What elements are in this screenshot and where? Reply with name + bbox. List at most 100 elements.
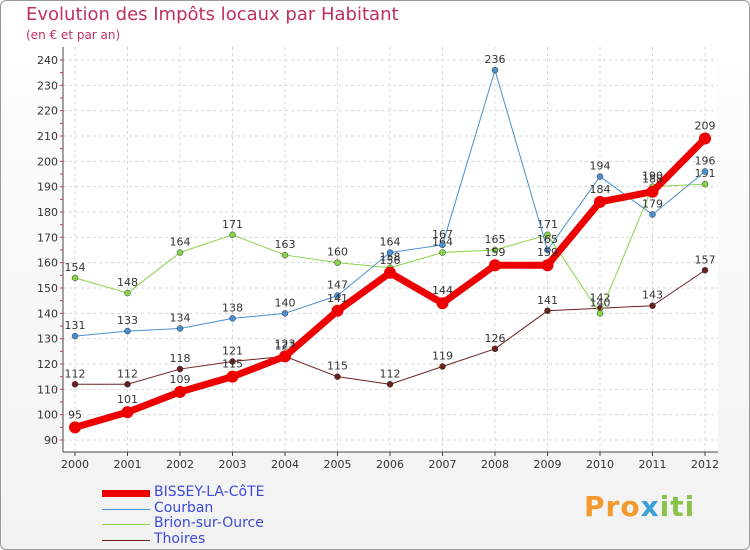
x-tick-label: 2008 <box>481 458 509 471</box>
data-label: 188 <box>642 173 663 186</box>
legend-label: Brion-sur-Ource <box>154 515 264 531</box>
y-tick-label: 100 <box>37 409 58 422</box>
data-label: 123 <box>275 337 296 350</box>
data-point <box>71 274 79 282</box>
data-label: 164 <box>380 236 401 249</box>
legend-label: Thoires <box>154 531 206 547</box>
data-point <box>334 292 341 299</box>
data-point <box>596 310 604 317</box>
data-label: 134 <box>170 312 191 325</box>
data-label: 165 <box>537 233 558 246</box>
data-point <box>226 370 239 383</box>
data-label: 115 <box>327 360 348 373</box>
legend-label: BISSEY-LA-CôTE <box>154 484 265 500</box>
legend-swatch <box>102 490 150 497</box>
data-point <box>229 315 236 322</box>
data-label: 141 <box>537 294 558 307</box>
data-label: 156 <box>380 254 401 267</box>
data-label: 236 <box>485 53 506 66</box>
x-tick-label: 2000 <box>61 458 89 471</box>
x-tick-label: 2010 <box>586 458 614 471</box>
data-point <box>71 381 79 388</box>
data-label: 131 <box>65 319 86 332</box>
data-label: 154 <box>65 261 86 274</box>
y-tick-label: 110 <box>37 383 58 396</box>
data-point <box>121 406 134 419</box>
data-point <box>649 302 656 309</box>
data-label: 112 <box>380 367 401 380</box>
legend-swatch <box>102 509 150 510</box>
x-tick-label: 2007 <box>429 458 457 471</box>
data-point <box>491 66 499 74</box>
y-tick-label: 230 <box>37 79 58 92</box>
data-point <box>176 249 184 256</box>
data-label: 171 <box>537 218 558 231</box>
data-point <box>279 350 291 363</box>
data-point <box>386 381 394 388</box>
x-tick-label: 2001 <box>114 458 142 471</box>
data-point <box>489 259 501 272</box>
chart-subtitle: (en € et par an) <box>26 28 121 42</box>
data-point <box>176 325 184 332</box>
data-point <box>281 310 289 317</box>
data-point <box>544 307 551 315</box>
data-point <box>331 304 344 317</box>
x-tick-label: 2006 <box>376 458 404 471</box>
data-point <box>174 385 186 398</box>
data-point <box>281 251 289 259</box>
data-point <box>541 259 554 272</box>
data-label: 157 <box>695 253 716 266</box>
data-label: 119 <box>432 350 453 363</box>
data-label: 163 <box>275 238 296 251</box>
data-label: 160 <box>327 246 348 259</box>
data-point <box>701 180 709 188</box>
data-point <box>229 358 236 365</box>
data-point <box>439 249 446 256</box>
y-tick-label: 240 <box>37 54 58 67</box>
data-point <box>439 241 446 249</box>
data-label: 140 <box>590 296 611 309</box>
data-label: 147 <box>327 279 348 292</box>
data-label: 133 <box>117 314 138 327</box>
data-point <box>701 267 709 274</box>
y-tick-label: 190 <box>37 181 58 194</box>
x-tick-label: 2012 <box>691 458 719 471</box>
y-tick-label: 150 <box>37 282 58 295</box>
data-point <box>699 132 711 145</box>
data-point <box>176 365 184 373</box>
data-label: 115 <box>222 358 243 371</box>
data-label: 209 <box>695 120 716 133</box>
data-point <box>594 195 606 208</box>
data-point <box>334 259 341 266</box>
data-label: 112 <box>117 367 138 380</box>
data-label: 171 <box>222 218 243 231</box>
data-label: 194 <box>590 160 611 173</box>
data-label: 190 <box>642 170 663 183</box>
legend-swatch <box>102 524 150 525</box>
legend-label: Courban <box>154 500 214 516</box>
y-tick-label: 120 <box>37 358 58 371</box>
data-point <box>124 381 131 388</box>
proxiti-logo: Proxiti <box>584 490 696 523</box>
y-tick-label: 140 <box>37 307 58 320</box>
data-label: 184 <box>590 183 611 196</box>
data-point <box>334 373 341 380</box>
data-label: 109 <box>170 373 191 386</box>
data-label: 143 <box>642 289 663 302</box>
data-label: 101 <box>117 393 138 406</box>
data-label: 95 <box>68 408 82 421</box>
data-point <box>646 185 659 198</box>
data-label: 159 <box>485 246 506 259</box>
data-point <box>436 297 449 310</box>
data-point <box>491 345 499 353</box>
data-label: 141 <box>327 292 348 305</box>
data-label: 167 <box>432 228 453 241</box>
y-tick-label: 160 <box>37 257 58 270</box>
data-point <box>596 173 604 180</box>
y-tick-label: 90 <box>44 434 58 447</box>
data-point <box>544 231 551 239</box>
legend-swatch <box>102 540 150 541</box>
data-label: 165 <box>485 233 506 246</box>
data-label: 148 <box>117 276 138 289</box>
data-label: 138 <box>222 301 243 314</box>
